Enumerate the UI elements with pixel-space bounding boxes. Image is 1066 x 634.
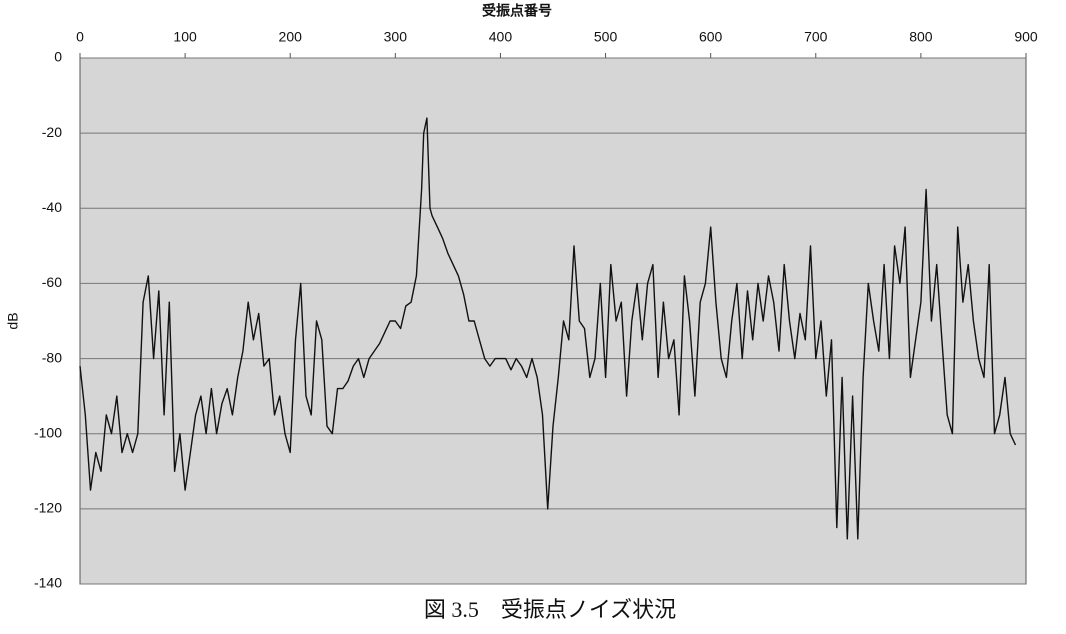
y-axis-label: dB bbox=[5, 312, 21, 329]
x-tick-label: 100 bbox=[173, 29, 197, 45]
y-tick-label: -20 bbox=[42, 124, 62, 140]
y-tick-label: 0 bbox=[54, 49, 62, 65]
x-tick-label: 200 bbox=[279, 29, 303, 45]
y-tick-label: -120 bbox=[34, 500, 62, 516]
data-line bbox=[79, 117, 1017, 540]
x-tick-label: 0 bbox=[76, 29, 84, 45]
y-tick-label: -100 bbox=[34, 424, 62, 440]
x-tick-label: 300 bbox=[384, 29, 408, 45]
x-tick-label: 400 bbox=[489, 29, 513, 45]
x-tick-label: 800 bbox=[909, 29, 933, 45]
y-tick-label: -40 bbox=[42, 199, 62, 215]
caption: 図 3.5 受振点ノイズ状況 bbox=[424, 597, 676, 622]
x-tick-label: 900 bbox=[1014, 29, 1038, 45]
y-tick-label: -60 bbox=[42, 274, 62, 290]
x-tick-label: 600 bbox=[699, 29, 723, 45]
x-axis-label: 受振点番号 bbox=[482, 3, 552, 19]
x-tick-label: 700 bbox=[804, 29, 828, 45]
y-tick-label: -140 bbox=[34, 575, 62, 591]
y-tick-label: -80 bbox=[42, 349, 62, 365]
plot-area bbox=[79, 57, 1027, 585]
x-tick-label: 500 bbox=[594, 29, 618, 45]
